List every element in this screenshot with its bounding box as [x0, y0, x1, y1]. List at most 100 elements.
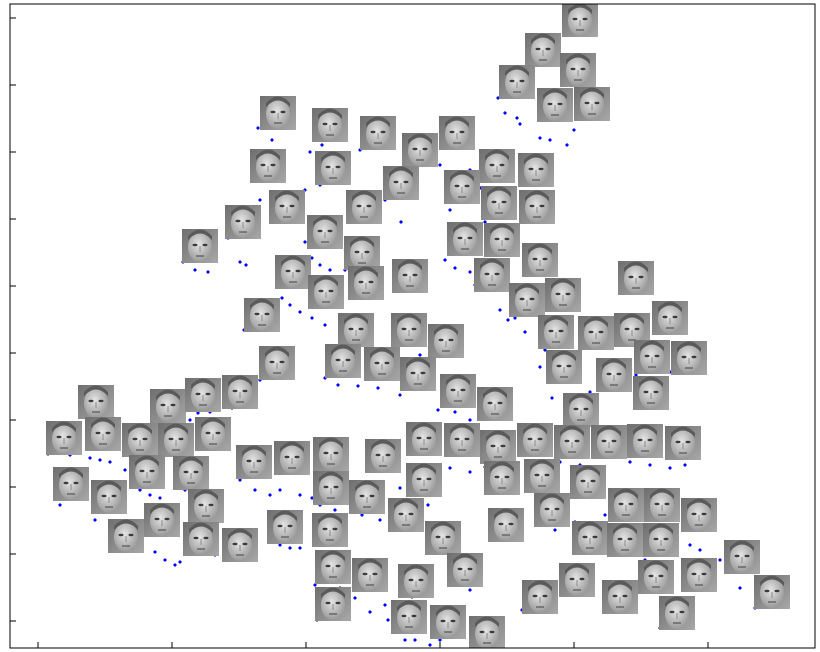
eye: [399, 513, 404, 515]
eye: [480, 631, 485, 633]
eye: [360, 495, 365, 497]
eye: [629, 503, 634, 505]
eye: [458, 568, 463, 570]
face-thumbnail: [150, 389, 186, 423]
eye: [328, 230, 333, 232]
eye: [280, 205, 285, 207]
face-thumbnail: [129, 455, 165, 489]
face-thumbnail: [534, 493, 570, 527]
face-thumbnail: [643, 523, 679, 557]
eye: [333, 123, 338, 125]
face-thumbnail: [274, 441, 310, 475]
eye: [465, 438, 470, 440]
eye: [346, 359, 351, 361]
eye: [359, 328, 364, 330]
face-thumbnail: [509, 283, 545, 317]
eye: [106, 432, 111, 434]
eye: [326, 602, 331, 604]
eye: [119, 534, 124, 536]
face-thumbnail: [267, 510, 303, 544]
face-thumbnail: [188, 489, 224, 523]
face-thumbnail: [469, 616, 505, 650]
eye: [613, 595, 618, 597]
face-thumbnail: [244, 298, 280, 332]
eye: [574, 408, 579, 410]
eye: [319, 290, 324, 292]
eye: [236, 220, 241, 222]
eye: [702, 573, 707, 575]
face-thumbnail: [400, 357, 436, 391]
eye: [143, 438, 148, 440]
eye: [421, 372, 426, 374]
eye: [543, 258, 548, 260]
eye: [357, 205, 362, 207]
eye: [290, 205, 295, 207]
face-thumbnail: [108, 519, 144, 553]
face-thumbnail: [144, 503, 180, 537]
eye: [112, 495, 117, 497]
face-thumbnail: [563, 393, 599, 427]
eye: [196, 393, 201, 395]
face-thumbnail: [578, 316, 614, 350]
eye: [644, 391, 649, 393]
eye: [745, 555, 750, 557]
face-thumbnail: [313, 437, 349, 471]
eye: [665, 503, 670, 505]
face-thumbnail: [195, 417, 231, 451]
face-thumbnail: [480, 430, 516, 464]
face-thumbnail: [391, 600, 427, 634]
eye: [451, 620, 456, 622]
eye: [278, 525, 283, 527]
eye: [619, 503, 624, 505]
eye: [623, 595, 628, 597]
face-thumbnail: [308, 275, 344, 309]
face-thumbnail: [447, 553, 483, 587]
eye: [417, 478, 422, 480]
eye: [545, 508, 550, 510]
face-thumbnail: [474, 258, 510, 292]
face-thumbnail: [652, 301, 688, 335]
face-thumbnail: [572, 521, 608, 555]
face-thumbnail: [346, 190, 382, 224]
eye: [556, 293, 561, 295]
eye: [370, 495, 375, 497]
eye: [639, 276, 644, 278]
eye: [555, 508, 560, 510]
eye: [74, 482, 79, 484]
eye: [155, 518, 160, 520]
eye: [775, 590, 780, 592]
eye: [573, 18, 578, 20]
face-thumbnail: [352, 558, 388, 592]
eye: [591, 480, 596, 482]
face-thumbnail: [364, 347, 400, 381]
face-thumbnail: [499, 65, 535, 99]
eye: [184, 471, 189, 473]
eye: [495, 273, 500, 275]
eye: [625, 328, 630, 330]
face-thumbnail: [344, 236, 380, 270]
face-thumbnail: [315, 550, 351, 584]
eye: [233, 543, 238, 545]
eye: [394, 181, 399, 183]
face-thumbnail: [365, 439, 401, 473]
face-thumbnail: [484, 461, 520, 495]
face-thumbnail: [681, 498, 717, 532]
face-thumbnail: [517, 423, 553, 457]
face-thumbnail: [681, 558, 717, 592]
face-thumbnail: [222, 375, 258, 409]
eye: [288, 525, 293, 527]
face-thumbnail: [608, 488, 644, 522]
face-thumbnail: [522, 243, 558, 277]
face-thumbnail: [338, 313, 374, 347]
eye: [247, 460, 252, 462]
face-thumbnail: [173, 456, 209, 490]
eye: [500, 164, 505, 166]
face-thumbnail: [644, 488, 680, 522]
face-thumbnail: [250, 149, 286, 183]
eye: [336, 166, 341, 168]
eye: [412, 328, 417, 330]
eye: [535, 474, 540, 476]
eye: [692, 573, 697, 575]
eye: [533, 258, 538, 260]
face-thumbnail: [591, 425, 627, 459]
